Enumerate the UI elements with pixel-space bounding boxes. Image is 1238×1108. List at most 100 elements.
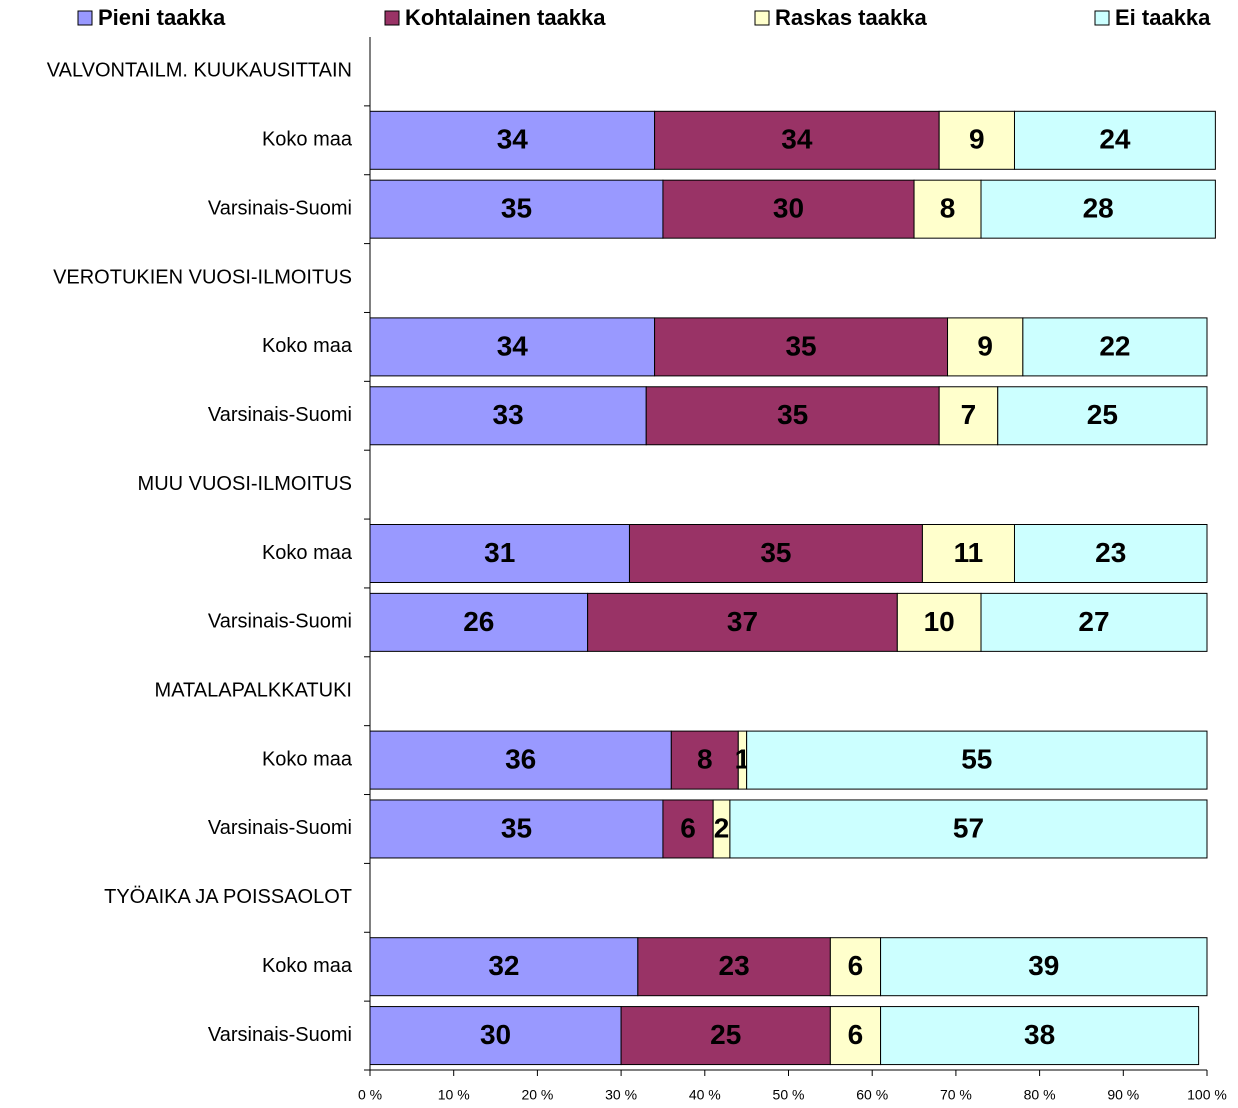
data-label: 33: [493, 399, 524, 430]
legend-label: Kohtalainen taakka: [405, 5, 606, 30]
data-label: 35: [501, 812, 532, 843]
bar-segment: [746, 730, 1208, 790]
y-tick-label: Koko maa: [262, 955, 353, 977]
bar-segment: [369, 799, 664, 859]
data-label: 27: [1078, 606, 1109, 637]
data-label: 36: [505, 743, 536, 774]
y-tick-label: Varsinais-Suomi: [208, 197, 352, 219]
data-label: 32: [488, 950, 519, 981]
x-tick-label: 30 %: [605, 1087, 637, 1103]
legend-swatch: [384, 10, 400, 26]
bar-segment: [628, 524, 923, 583]
bar-segment: [880, 1006, 1200, 1066]
x-tick-label: 100 %: [1187, 1087, 1227, 1103]
bar-segment: [880, 937, 1208, 997]
y-tick-label: Koko maa: [262, 129, 353, 151]
y-tick-label: Koko maa: [262, 748, 353, 770]
legend-swatch: [1094, 10, 1110, 26]
data-label: 39: [1028, 950, 1059, 981]
bar-segment: [662, 179, 915, 239]
legend-swatch: [77, 10, 93, 26]
bar-segment: [729, 799, 1208, 859]
bar-segment: [921, 524, 1015, 583]
legend-label: Raskas taakka: [775, 5, 927, 30]
data-label: 25: [1087, 399, 1118, 430]
data-label: 30: [773, 193, 804, 224]
legend-label: Pieni taakka: [98, 5, 226, 30]
data-label: 26: [463, 606, 494, 637]
data-label: 8: [940, 193, 956, 224]
data-label: 6: [848, 1019, 864, 1050]
data-label: 22: [1099, 330, 1130, 361]
data-label: 23: [719, 950, 750, 981]
data-label: 6: [680, 812, 696, 843]
bar-segment: [1013, 110, 1216, 170]
data-label: 9: [977, 330, 993, 361]
data-label: 34: [497, 330, 529, 361]
bar-segment: [369, 524, 630, 583]
x-tick-label: 40 %: [689, 1087, 721, 1103]
y-tick-label: TYÖAIKA JA POISSAOLOT: [104, 886, 352, 908]
data-label: 2: [714, 812, 730, 843]
data-label: 30: [480, 1019, 511, 1050]
x-tick-label: 60 %: [856, 1087, 888, 1103]
x-tick-label: 0 %: [358, 1087, 382, 1103]
bar-segment: [670, 730, 739, 790]
y-tick-label: Koko maa: [262, 335, 353, 357]
bar-segment: [896, 592, 982, 652]
bar-segment: [637, 937, 831, 997]
x-tick-label: 70 %: [940, 1087, 972, 1103]
x-tick-label: 20 %: [521, 1087, 553, 1103]
y-tick-label: Varsinais-Suomi: [208, 404, 352, 426]
bar-segment: [369, 1006, 622, 1066]
data-label: 35: [760, 537, 791, 568]
bar-segment: [829, 1006, 882, 1066]
data-label: 11: [954, 537, 984, 568]
bar-segment: [620, 1006, 831, 1066]
data-label: 24: [1099, 124, 1131, 155]
y-tick-label: Varsinais-Suomi: [208, 817, 352, 839]
data-label: 35: [777, 399, 808, 430]
data-label: 31: [484, 537, 515, 568]
y-tick-label: Varsinais-Suomi: [208, 1024, 352, 1046]
x-tick-label: 10 %: [438, 1087, 470, 1103]
x-tick-label: 80 %: [1024, 1087, 1056, 1103]
data-label: 37: [727, 606, 758, 637]
data-label: 7: [961, 399, 977, 430]
y-tick-label: VEROTUKIEN VUOSI-ILMOITUS: [53, 266, 352, 288]
data-label: 23: [1095, 537, 1126, 568]
bar-segment: [662, 799, 714, 859]
legend-swatch: [754, 10, 770, 26]
bar-segment: [913, 179, 982, 239]
data-label: 55: [961, 743, 992, 774]
bar-segment: [369, 110, 656, 170]
bar-segment: [369, 179, 664, 239]
y-tick-label: VALVONTAILM. KUUKAUSITTAIN: [47, 60, 352, 82]
bar-segment: [587, 592, 898, 652]
data-label: 35: [785, 330, 816, 361]
legend-label: Ei taakka: [1115, 5, 1211, 30]
bar-segment: [938, 110, 1015, 170]
bar-segment: [654, 317, 949, 377]
bar-segment: [980, 179, 1216, 239]
data-label: 25: [710, 1019, 741, 1050]
bar-segment: [645, 386, 940, 446]
bar-segment: [1022, 317, 1208, 377]
bar-segment: [369, 937, 639, 997]
x-tick-label: 50 %: [773, 1087, 805, 1103]
data-label: 57: [953, 812, 984, 843]
bar-segment: [369, 592, 589, 652]
y-tick-label: Varsinais-Suomi: [208, 611, 352, 633]
bar-segment: [1013, 524, 1208, 583]
bar-segment: [997, 386, 1208, 446]
x-tick-label: 90 %: [1107, 1087, 1139, 1103]
bar-segment: [980, 592, 1208, 652]
data-label: 9: [969, 124, 985, 155]
data-label: 10: [924, 606, 955, 637]
data-label: 35: [501, 193, 532, 224]
y-tick-label: Koko maa: [262, 542, 353, 564]
y-tick-label: MATALAPALKKATUKI: [155, 680, 352, 702]
data-label: 34: [781, 124, 813, 155]
data-label: 38: [1024, 1019, 1055, 1050]
